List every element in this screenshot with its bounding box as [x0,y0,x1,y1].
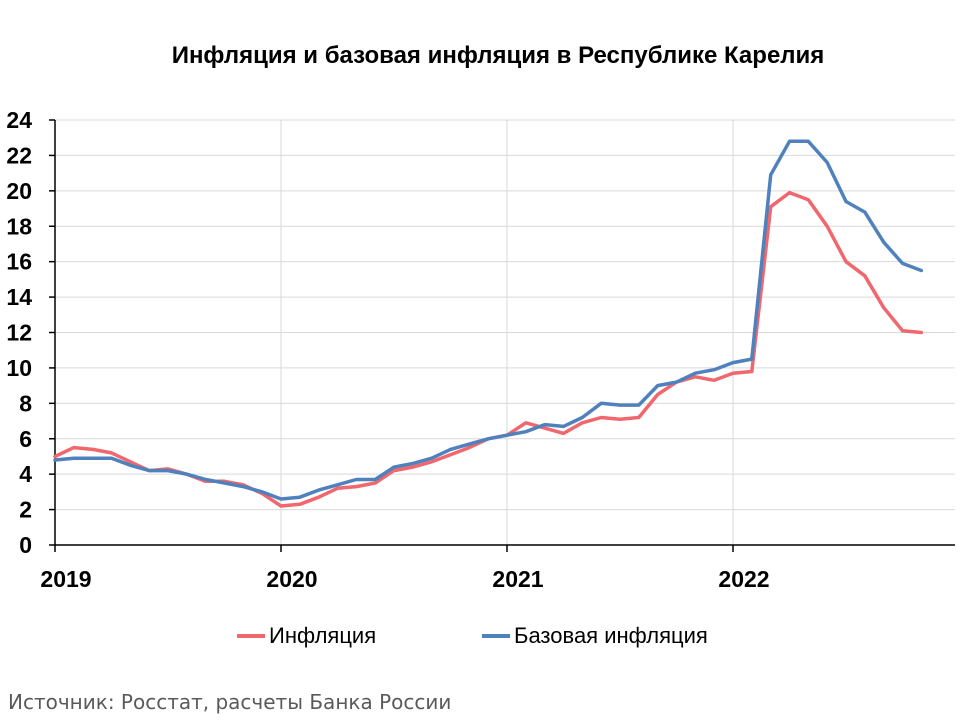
chart-title: Инфляция и базовая инфляция в Республике… [171,42,825,69]
y-tick-label: 6 [19,426,32,452]
series-line-core-inflation [53,139,924,501]
x-tick-label: 2020 [266,566,317,592]
axes [49,119,955,552]
y-tick-label: 14 [6,284,32,310]
y-tick-label: 22 [6,142,32,168]
y-tick-label: 24 [6,107,32,133]
y-tick-label: 20 [6,178,32,204]
legend-label-core-inflation: Базовая инфляция [514,623,708,648]
y-tick-label: 4 [19,461,32,487]
y-tick-label: 0 [19,532,32,558]
y-tick-label: 12 [6,320,32,346]
series-line-inflation [53,190,924,508]
y-tick-label: 10 [6,355,32,381]
series-lines [53,139,924,508]
legend-item-core-inflation: Базовая инфляция [482,620,708,652]
legend-swatch-inflation [237,634,265,638]
y-tick-label: 18 [6,213,32,239]
x-tick-label: 2019 [40,566,91,592]
legend-label-inflation: Инфляция [269,623,377,648]
y-tick-label: 16 [6,249,32,275]
source-note: Источник: Росстат, расчеты Банка России [8,690,452,714]
x-tick-label: 2021 [492,566,543,592]
legend: Инфляция Базовая инфляция [0,620,960,652]
y-tick-label: 2 [19,497,32,523]
y-tick-label: 8 [19,390,32,416]
x-tick-label: 2022 [718,566,769,592]
x-tick-labels: 2019 2020 2021 2022 [40,566,769,592]
gridlines [55,119,955,545]
legend-item-inflation: Инфляция [237,620,376,652]
legend-swatch-core-inflation [482,634,510,638]
